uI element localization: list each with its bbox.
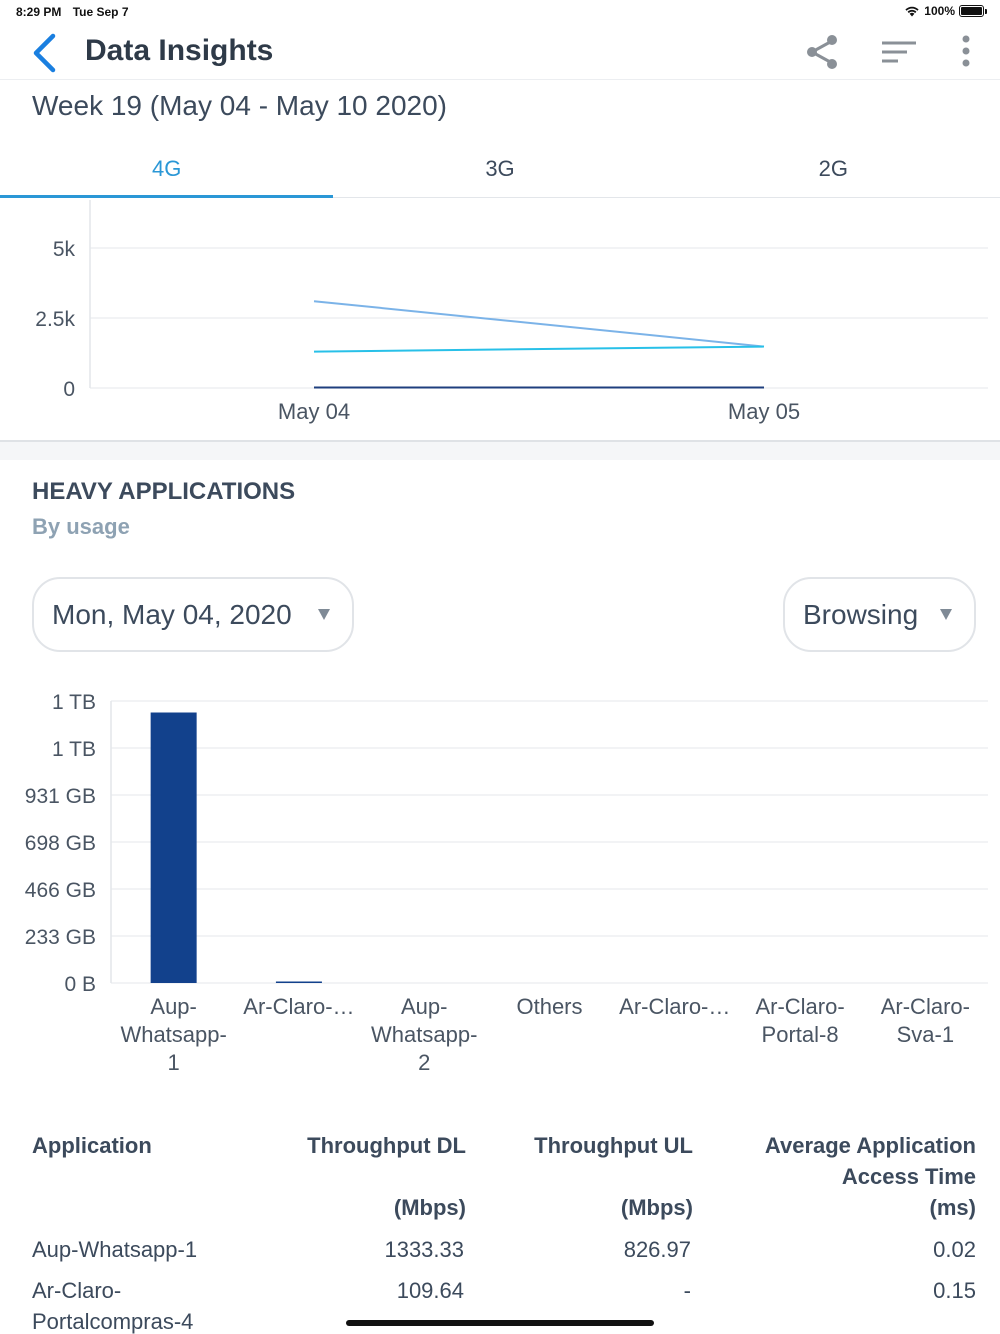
y-tick-label: 1 TB — [52, 691, 96, 714]
battery-percent: 100% — [924, 4, 955, 18]
bar-2 — [275, 981, 322, 983]
x-tick-label-line: Portal-8 — [762, 1022, 839, 1047]
heavy-applications-subtitle: By usage — [32, 514, 130, 539]
header-access-line: (ms) — [929, 1195, 976, 1220]
x-tick-label: Aup- Whatsapp- 2 — [371, 994, 477, 1075]
row-2-application: Ar-Claro- Portalcompras-4 — [32, 1275, 193, 1334]
status-right: 100% — [904, 4, 987, 18]
tab-4g[interactable]: 4G — [0, 140, 334, 198]
x-tick-label-line: Ar-Claro-… — [243, 994, 354, 1019]
chevron-left-icon — [33, 33, 56, 73]
series-line-1 — [313, 300, 765, 348]
heavy-applications-title: HEAVY APPLICATIONS — [32, 478, 296, 505]
y-tick-label: 698 GB — [25, 832, 96, 855]
network-tabs: 4G 3G 2G — [0, 140, 1000, 198]
y-tick-label: 233 GB — [25, 926, 96, 949]
sort-icon — [882, 41, 916, 63]
y-tick-label: 0 B — [64, 973, 96, 996]
x-tick-label-line: Ar-Claro- — [755, 994, 844, 1019]
header-ul-line: Throughput UL — [534, 1133, 693, 1158]
category-dropdown-value: Browsing — [803, 598, 919, 630]
header-ul-line — [534, 1161, 693, 1192]
x-tick-label-line: Aup- — [401, 994, 447, 1019]
x-tick-label-line: 1 — [168, 1050, 180, 1075]
category-dropdown[interactable]: Browsing — [783, 577, 976, 652]
header-application: Application — [32, 1133, 152, 1158]
x-tick-label-line: Others — [516, 994, 582, 1019]
date-dropdown-value: Mon, May 04, 2020 — [52, 598, 292, 630]
x-tick-label-line: Ar-Claro- — [881, 994, 970, 1019]
row-1-ul: 826.97 — [623, 1237, 691, 1262]
more-vertical-icon — [962, 35, 970, 67]
tab-2g[interactable]: 2G — [818, 156, 848, 181]
battery-icon — [959, 5, 987, 17]
y-tick-label: 1 TB — [52, 738, 96, 761]
header-throughput-ul: Throughput UL (Mbps) — [534, 1130, 693, 1223]
header-access-line: Average Application — [764, 1133, 976, 1158]
row-2-application-line: Ar-Claro- — [32, 1278, 122, 1303]
status-left: 8:29 PM Tue Sep 7 — [16, 5, 137, 19]
home-indicator — [346, 1320, 654, 1326]
header-dl-line — [307, 1161, 466, 1192]
header-dl-line: (Mbps) — [393, 1195, 466, 1220]
caret-down-icon — [940, 609, 952, 620]
status-date: Tue Sep 7 — [72, 5, 129, 19]
usage-line-chart: 0 2.5k 5k May 04 May 05 — [35, 200, 988, 424]
heavy-applications-bar-chart: 0 B 233 GB 466 GB 698 GB 931 GB 1 TB 1 TB Aup- W… — [25, 691, 988, 1075]
nav-bar: Data Insights — [0, 24, 1000, 80]
row-1-application: Aup-Whatsapp-1 — [32, 1237, 198, 1262]
section-divider — [0, 440, 1000, 460]
x-tick-label: May 05 — [728, 399, 800, 424]
y-tick-label: 931 GB — [25, 785, 96, 808]
wifi-icon — [905, 6, 919, 17]
y-tick-label: 466 GB — [25, 879, 96, 902]
date-dropdown[interactable]: Mon, May 04, 2020 — [32, 577, 354, 652]
caret-down-icon — [318, 609, 330, 620]
row-2-application-line: Portalcompras-4 — [32, 1309, 194, 1334]
row-1-access: 0.02 — [933, 1237, 976, 1262]
page-title: Data Insights — [85, 34, 274, 67]
share-icon — [807, 35, 837, 69]
week-label: Week 19 (May 04 - May 10 2020) — [32, 90, 448, 121]
x-tick-label-line: Sva-1 — [897, 1022, 954, 1047]
x-tick-label: Ar-Claro- Portal-8 — [755, 994, 844, 1047]
status-bar: 8:29 PM Tue Sep 7 100% — [0, 0, 1000, 24]
row-1-dl: 1333.33 — [384, 1237, 464, 1262]
x-tick-label: Ar-Claro- Sva-1 — [881, 994, 970, 1047]
x-tick-label: May 04 — [278, 399, 350, 424]
y-tick-label: 5k — [53, 238, 76, 261]
header-access-time: Average Application Access Time (ms) — [765, 1130, 976, 1223]
x-tick-label-line: Aup- — [150, 994, 196, 1019]
x-tick-label-line: Whatsapp- — [371, 1022, 477, 1047]
y-tick-label: 2.5k — [35, 308, 75, 331]
row-2-access: 0.15 — [933, 1278, 976, 1303]
x-tick-label-line: Ar-Claro-… — [619, 994, 730, 1019]
tab-3g[interactable]: 3G — [485, 156, 515, 181]
more-button[interactable] — [946, 32, 986, 72]
x-tick-label: Ar-Claro-… — [243, 994, 354, 1019]
row-2-dl: 109.64 — [396, 1278, 464, 1303]
header-dl-line: Throughput DL — [307, 1133, 466, 1158]
header-access-line: Access Time — [841, 1164, 976, 1189]
bar-1 — [150, 712, 197, 983]
header-throughput-dl: Throughput DL (Mbps) — [307, 1130, 466, 1223]
share-button[interactable] — [802, 32, 842, 72]
back-button[interactable] — [26, 32, 66, 74]
x-tick-label-line: 2 — [418, 1050, 430, 1075]
x-tick-label: Others — [516, 994, 582, 1019]
y-tick-label: 0 — [63, 378, 75, 401]
x-tick-label: Ar-Claro-… — [619, 994, 730, 1019]
series-line-2 — [313, 345, 765, 353]
row-2-ul: - — [683, 1278, 691, 1303]
status-time: 8:29 PM — [16, 5, 62, 19]
x-tick-label-line: Whatsapp- — [120, 1022, 226, 1047]
header-ul-line: (Mbps) — [620, 1195, 693, 1220]
sort-button[interactable] — [880, 32, 920, 72]
x-tick-label: Aup- Whatsapp- 1 — [120, 994, 226, 1075]
